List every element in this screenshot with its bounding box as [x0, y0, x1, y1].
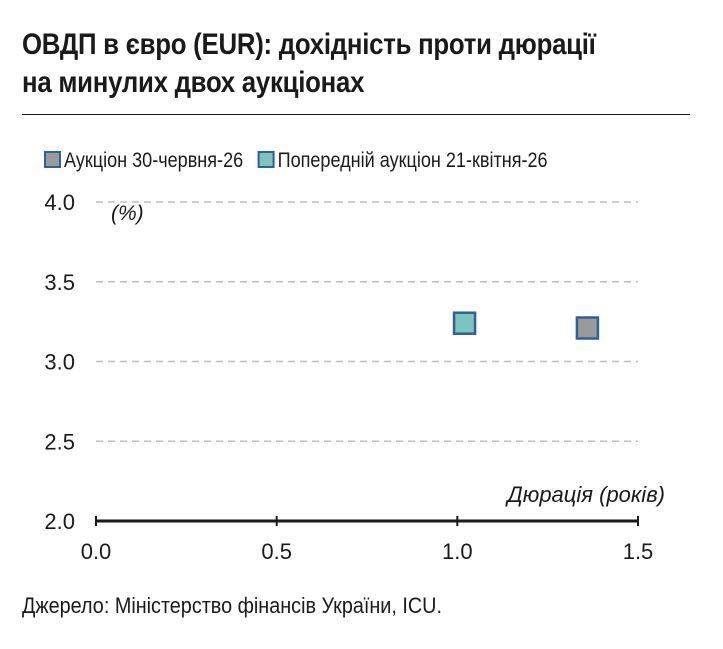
x-tick-label-3: 1.5: [623, 539, 654, 564]
data-point-1-0: [452, 311, 477, 335]
y-tick-label-3: 3.5: [44, 270, 75, 295]
data-points: [452, 311, 600, 340]
y-tick-labels: 2.0 2.5 3.0 3.5 4.0: [44, 190, 75, 534]
y-tick-label-0: 2.0: [44, 509, 75, 534]
y-tick-label-2: 3.0: [44, 350, 75, 375]
source-note: Джерело: Міністерство фінансів України, …: [22, 593, 442, 618]
legend-label-0: Аукціон 30-червня-26: [64, 149, 243, 173]
legend-swatch-1: [257, 151, 275, 168]
x-tick-labels: 0.0 0.5 1.0 1.5: [81, 539, 654, 564]
grid-lines: [96, 201, 638, 442]
data-point-0-0: [575, 316, 600, 340]
axes: [95, 516, 639, 526]
legend-label-1: Попередній аукціон 21-квітня-26: [278, 149, 548, 173]
axis-labels: (%) Дюрація (років): [111, 202, 665, 507]
y-tick-label-1: 2.5: [44, 429, 75, 454]
chart-title: ОВДП в євро (EUR): дохідність проти дюра…: [22, 26, 615, 102]
y-axis-label: (%): [111, 202, 144, 225]
legend-swatch-0: [44, 151, 61, 168]
x-tick-label-2: 1.0: [442, 539, 473, 564]
scatter-chart: Аукціон 30-червня-26 Попередній аукціон 2…: [44, 149, 665, 564]
chart-title-line-2: на минулих двох аукціонах: [22, 66, 365, 99]
y-tick-label-4: 4.0: [44, 190, 75, 215]
x-axis-label: Дюрація (років): [504, 482, 665, 507]
x-tick-label-0: 0.0: [81, 539, 112, 564]
chart-title-line-1: ОВДП в євро (EUR): дохідність проти дюра…: [22, 28, 596, 61]
title-divider: [22, 114, 690, 115]
x-tick-label-1: 0.5: [261, 539, 292, 564]
legend: Аукціон 30-червня-26 Попередній аукціон 2…: [44, 149, 548, 173]
